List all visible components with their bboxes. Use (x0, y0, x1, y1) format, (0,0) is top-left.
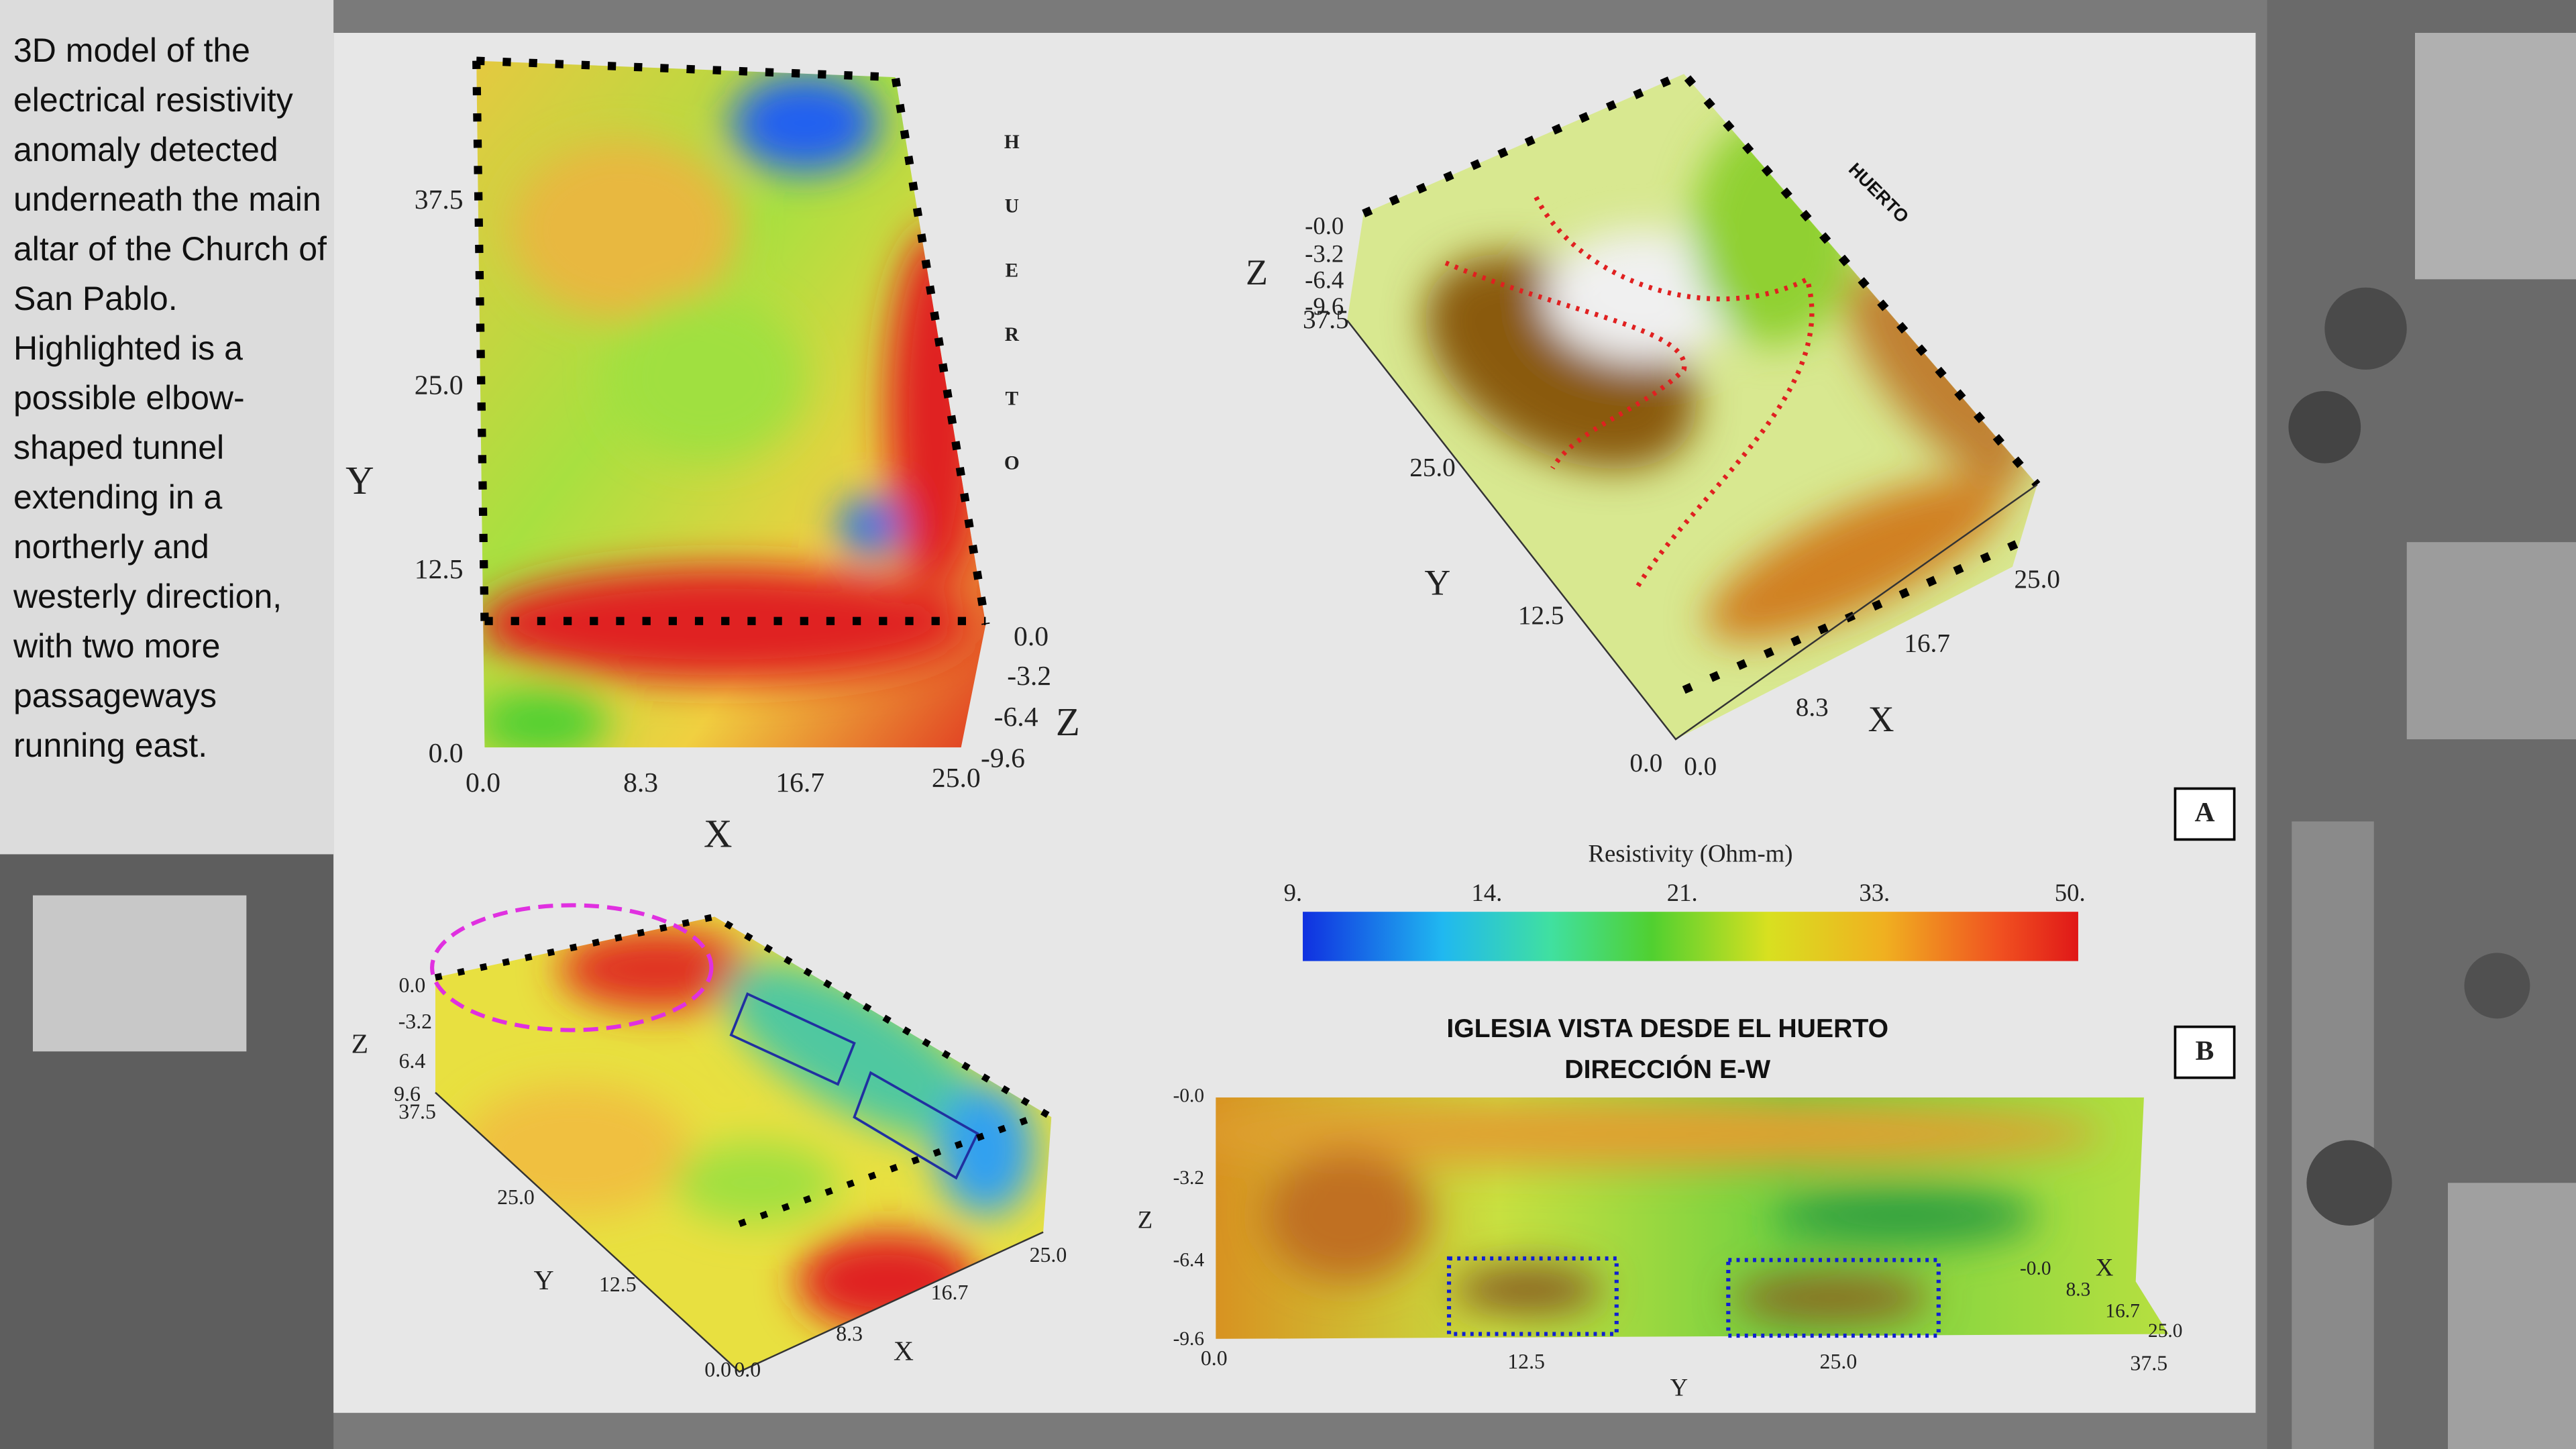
tick-label: 25.0 (415, 370, 464, 401)
tick-label: 25.0 (2148, 1320, 2182, 1342)
tick-label: 0.0 (734, 1358, 761, 1381)
axis-label: Y (345, 459, 374, 502)
top-view-heatmap (476, 60, 986, 748)
passage-box (729, 992, 856, 1086)
passage-box (853, 1071, 979, 1180)
tick-label: 8.3 (623, 767, 658, 798)
tick-label: 0.0 (1684, 752, 1717, 781)
caption: 3D model of the electrical resistivity a… (13, 32, 327, 764)
tick-label: 0.0 (1201, 1346, 1228, 1370)
dotted-edge (476, 56, 990, 625)
tick-label: -0.0 (1305, 212, 1344, 239)
badge-box (2174, 1025, 2236, 1079)
tick-label: -6.4 (1173, 1250, 1205, 1271)
tick-label: 25.0 (1409, 453, 1456, 482)
dotted-edge (1682, 538, 2023, 694)
tick-label: 12.5 (599, 1273, 637, 1296)
tick-label: 16.7 (1904, 629, 1950, 657)
tick-label: 0.0 (704, 1358, 731, 1381)
axis-label: X (894, 1336, 914, 1367)
colorbar-tick-label: 21. (1667, 879, 1698, 906)
axis-label: Z (1056, 700, 1080, 744)
dotted-edge (738, 1114, 1036, 1228)
axis-label: X (1868, 699, 1894, 739)
tick-label: 6.4 (398, 1049, 425, 1073)
dotted-edge (434, 913, 1053, 1120)
tick-label: 0.0 (1014, 621, 1049, 652)
passage-box (1446, 1256, 1619, 1336)
axis-label: Z (352, 1029, 368, 1060)
tick-label: 37.5 (398, 1100, 436, 1124)
side-label: HUERTO (1001, 131, 1022, 517)
tick-label: 16.7 (931, 1281, 969, 1304)
tick-label: 37.5 (415, 184, 464, 215)
colorbar-tick-label: 9. (1284, 879, 1303, 906)
tick-label: -0.0 (1173, 1085, 1205, 1107)
tick-label: 0.0 (1629, 749, 1662, 777)
dotted-edge (1362, 68, 2041, 488)
tick-label: 25.0 (497, 1185, 535, 1209)
axis-label: Y (1670, 1373, 1688, 1401)
tick-label: -0.0 (2020, 1258, 2051, 1279)
tick-label: 8.3 (1796, 693, 1829, 722)
tick-label: 25.0 (1030, 1243, 1067, 1267)
colorbar-tick-label: 14. (1471, 879, 1502, 906)
box-edge (435, 1091, 1044, 1373)
tick-label: 12.5 (415, 554, 464, 585)
passage-box (1726, 1258, 1941, 1338)
tick-label: -9.6 (1305, 292, 1344, 320)
section-heatmap (1216, 1097, 2169, 1339)
badge-label: A (2194, 797, 2214, 828)
tick-label: 16.7 (2105, 1300, 2139, 1322)
tick-label: -3.2 (1305, 239, 1344, 267)
tick-label: 8.3 (2066, 1279, 2091, 1301)
tick-label: -9.6 (981, 743, 1025, 773)
colorbar-tick-label: 50. (2055, 879, 2086, 906)
colorbar-title: Resistivity (Ohm-m) (1589, 839, 1793, 867)
tick-label: 25.0 (1820, 1350, 1858, 1373)
tick-label: -9.6 (1173, 1328, 1205, 1350)
tick-label: 0.0 (429, 738, 464, 769)
axis-label: Z (1246, 252, 1268, 292)
tick-label: 25.0 (2014, 565, 2060, 594)
colorbar-tick-label: 33. (1859, 879, 1890, 906)
tick-label: 0.0 (466, 767, 500, 798)
axis-label: Z (1138, 1205, 1152, 1233)
tick-label: -6.4 (1305, 266, 1344, 294)
badge-label: B (2196, 1035, 2214, 1066)
tick-label: -6.4 (994, 702, 1038, 733)
badge-box (2174, 787, 2236, 841)
highlight-ellipse (430, 903, 714, 1032)
tick-label: 8.3 (836, 1322, 863, 1345)
tunnel-outline (1534, 196, 1815, 593)
axis-label: Y (1424, 563, 1450, 603)
tick-label: 16.7 (775, 767, 824, 798)
tick-label: -3.2 (398, 1010, 432, 1033)
tick-label: 37.5 (1303, 305, 1349, 334)
axis-label: Y (534, 1265, 554, 1296)
tick-label: -3.2 (1007, 661, 1051, 692)
tick-label: 9.6 (394, 1082, 421, 1106)
axis-label: X (704, 812, 732, 855)
section-title: IGLESIA VISTA DESDE EL HUERTO (1446, 1014, 1888, 1043)
tick-label: -3.2 (1173, 1167, 1205, 1189)
tick-label: 0.0 (398, 973, 425, 997)
tick-label: 25.0 (932, 763, 981, 794)
tick-label: 12.5 (1518, 601, 1564, 630)
colorbar (1303, 912, 2078, 961)
section-title: DIRECCIÓN E-W (1564, 1055, 1770, 1084)
box-edge (1346, 319, 2038, 741)
tick-label: 12.5 (1507, 1350, 1545, 1373)
axis-label: X (2096, 1253, 2114, 1281)
tick-label: 37.5 (2130, 1351, 2167, 1375)
